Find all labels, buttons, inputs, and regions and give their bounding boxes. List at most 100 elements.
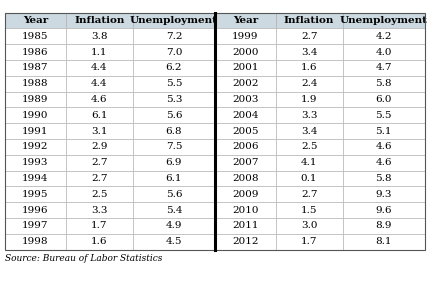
Bar bbox=[133, 13, 215, 28]
Bar bbox=[215, 107, 276, 123]
Bar bbox=[215, 44, 276, 60]
Text: 1.7: 1.7 bbox=[91, 221, 108, 230]
Text: 1997: 1997 bbox=[22, 221, 49, 230]
Bar bbox=[66, 139, 133, 155]
Bar bbox=[66, 76, 133, 92]
Bar bbox=[133, 76, 215, 92]
Text: 3.8: 3.8 bbox=[91, 32, 108, 41]
Bar bbox=[66, 60, 133, 76]
Bar bbox=[276, 139, 343, 155]
Bar bbox=[276, 44, 343, 60]
Bar bbox=[133, 186, 215, 202]
Text: 2.5: 2.5 bbox=[91, 190, 108, 199]
Text: Unemployment: Unemployment bbox=[340, 16, 428, 25]
Bar bbox=[343, 107, 425, 123]
Text: 2011: 2011 bbox=[232, 221, 258, 230]
Bar bbox=[133, 60, 215, 76]
Bar bbox=[343, 92, 425, 107]
Bar bbox=[66, 92, 133, 107]
Text: 2012: 2012 bbox=[232, 237, 258, 246]
Text: 4.6: 4.6 bbox=[91, 95, 108, 104]
Bar bbox=[5, 234, 66, 250]
Text: 1999: 1999 bbox=[232, 32, 258, 41]
Bar bbox=[5, 171, 66, 186]
Bar bbox=[343, 218, 425, 234]
Text: 1987: 1987 bbox=[22, 63, 49, 72]
Bar bbox=[343, 123, 425, 139]
Text: 4.7: 4.7 bbox=[375, 63, 392, 72]
Bar bbox=[276, 60, 343, 76]
Text: 2004: 2004 bbox=[232, 111, 258, 120]
Bar bbox=[276, 107, 343, 123]
Text: 4.9: 4.9 bbox=[166, 221, 182, 230]
Bar bbox=[133, 218, 215, 234]
Bar bbox=[343, 186, 425, 202]
Text: 5.5: 5.5 bbox=[375, 111, 392, 120]
Bar bbox=[66, 202, 133, 218]
Text: 5.8: 5.8 bbox=[375, 79, 392, 88]
Text: 2.5: 2.5 bbox=[301, 142, 317, 151]
Text: 5.1: 5.1 bbox=[375, 127, 392, 136]
Bar bbox=[343, 76, 425, 92]
Bar bbox=[276, 155, 343, 171]
Text: 1985: 1985 bbox=[22, 32, 49, 41]
Bar bbox=[66, 44, 133, 60]
Bar bbox=[66, 218, 133, 234]
Text: 4.2: 4.2 bbox=[375, 32, 392, 41]
Text: Unemployment: Unemployment bbox=[130, 16, 218, 25]
Text: 7.2: 7.2 bbox=[166, 32, 182, 41]
Bar bbox=[5, 186, 66, 202]
Text: 5.4: 5.4 bbox=[166, 206, 182, 215]
Bar bbox=[5, 60, 66, 76]
Bar bbox=[215, 218, 276, 234]
Bar bbox=[5, 202, 66, 218]
Text: 1.6: 1.6 bbox=[91, 237, 108, 246]
Text: 3.0: 3.0 bbox=[301, 221, 317, 230]
Text: 6.1: 6.1 bbox=[91, 111, 108, 120]
Text: 1.9: 1.9 bbox=[301, 95, 317, 104]
Bar bbox=[66, 234, 133, 250]
Bar bbox=[276, 92, 343, 107]
Bar bbox=[133, 202, 215, 218]
Text: 3.3: 3.3 bbox=[301, 111, 317, 120]
Text: 1.7: 1.7 bbox=[301, 237, 317, 246]
Text: 4.0: 4.0 bbox=[375, 48, 392, 57]
Text: 7.0: 7.0 bbox=[166, 48, 182, 57]
Text: 6.9: 6.9 bbox=[166, 158, 182, 167]
Bar bbox=[276, 13, 343, 28]
Bar bbox=[215, 139, 276, 155]
Bar bbox=[5, 92, 66, 107]
Text: Year: Year bbox=[23, 16, 48, 25]
Text: 2005: 2005 bbox=[232, 127, 258, 136]
Text: Inflation: Inflation bbox=[74, 16, 124, 25]
Text: Source: Bureau of Labor Statistics: Source: Bureau of Labor Statistics bbox=[5, 254, 163, 263]
Bar bbox=[66, 186, 133, 202]
Bar bbox=[343, 155, 425, 171]
Text: 4.6: 4.6 bbox=[375, 158, 392, 167]
Text: 2009: 2009 bbox=[232, 190, 258, 199]
Text: 5.6: 5.6 bbox=[166, 111, 182, 120]
Bar bbox=[133, 171, 215, 186]
Text: 4.4: 4.4 bbox=[91, 63, 108, 72]
Bar bbox=[66, 123, 133, 139]
Text: 2.7: 2.7 bbox=[301, 190, 317, 199]
Bar bbox=[276, 76, 343, 92]
Bar bbox=[343, 60, 425, 76]
Bar bbox=[133, 28, 215, 44]
Bar bbox=[66, 28, 133, 44]
Bar bbox=[215, 202, 276, 218]
Text: 9.6: 9.6 bbox=[375, 206, 392, 215]
Bar bbox=[215, 92, 276, 107]
Bar bbox=[276, 218, 343, 234]
Text: 1988: 1988 bbox=[22, 79, 49, 88]
Text: 2001: 2001 bbox=[232, 63, 258, 72]
Bar bbox=[5, 13, 66, 28]
Text: 2.7: 2.7 bbox=[91, 174, 108, 183]
Text: 4.6: 4.6 bbox=[375, 142, 392, 151]
Bar bbox=[215, 186, 276, 202]
Text: 2.9: 2.9 bbox=[91, 142, 108, 151]
Bar bbox=[215, 155, 276, 171]
Text: 4.5: 4.5 bbox=[166, 237, 182, 246]
Bar bbox=[276, 171, 343, 186]
Text: 8.1: 8.1 bbox=[375, 237, 392, 246]
